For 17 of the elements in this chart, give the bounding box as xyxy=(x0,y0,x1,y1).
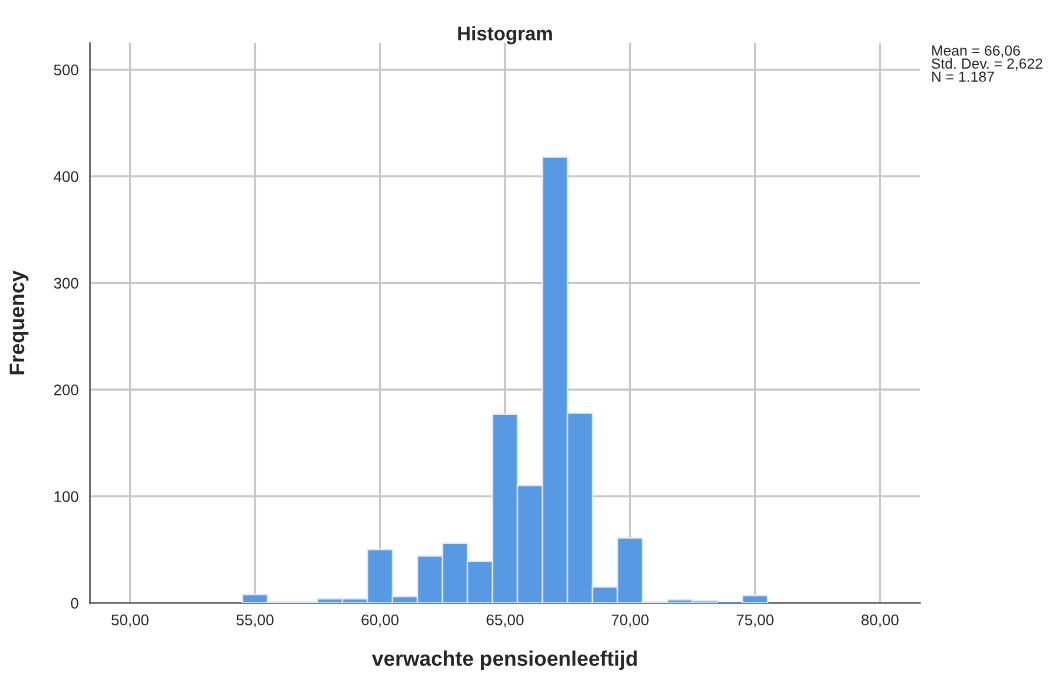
chart-title: Histogram xyxy=(458,26,552,45)
y-tick-label: 200 xyxy=(54,384,79,396)
x-tick-label: 60,00 xyxy=(361,614,399,628)
y-tick-label: 500 xyxy=(54,64,79,76)
y-tick-label: 400 xyxy=(53,171,79,183)
x-tick-label: 75,00 xyxy=(736,614,774,628)
x-tick-label: 50,00 xyxy=(111,614,149,628)
text: Mean = 66,06 Std. Dev. = 2,622 N = 1.187 xyxy=(931,45,1043,82)
x-tick-label: 55,00 xyxy=(236,614,274,628)
y-tick-label: 100 xyxy=(54,491,79,503)
y-tick-label: 300 xyxy=(53,277,79,289)
x-axis-title: verwachte pensioenleeftijd xyxy=(371,650,637,670)
x-tick-label: 65,00 xyxy=(486,614,524,628)
x-tick-label: 80,00 xyxy=(861,614,899,628)
y-tick-label: 0 xyxy=(70,597,79,609)
x-tick-label: 70,00 xyxy=(611,614,649,628)
y-axis-title: Frequency xyxy=(9,270,29,375)
